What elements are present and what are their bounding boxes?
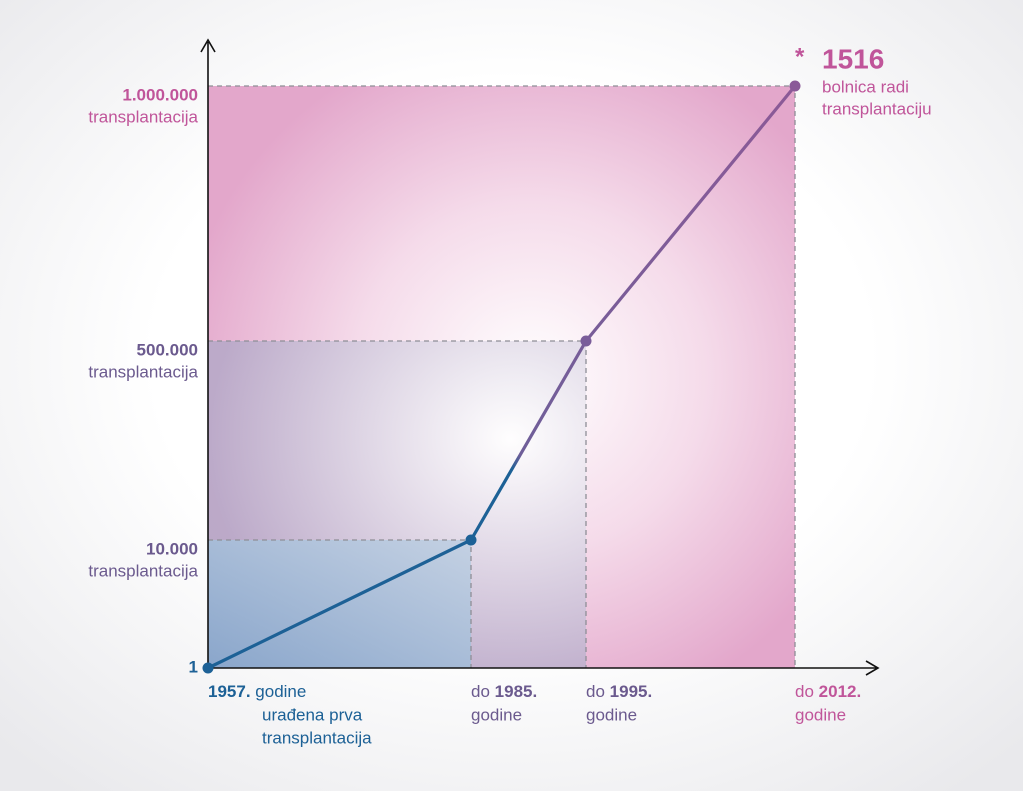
- annotation-number: 1516: [822, 43, 884, 74]
- annotation-text: transplantaciju: [822, 99, 932, 118]
- y-axis: [200, 38, 216, 668]
- point: [580, 335, 592, 347]
- x-tick-year: 1957.: [208, 682, 251, 701]
- y-tick-label: 500.000: [137, 340, 198, 359]
- x-tick-year: 1985.: [495, 682, 538, 701]
- y-tick-note: transplantacija: [88, 362, 198, 381]
- point: [202, 662, 214, 674]
- x-tick-suffix: godine: [586, 705, 637, 724]
- x-tick-suffix: godine: [795, 705, 846, 724]
- x-tick-label: do 2012.: [795, 682, 861, 701]
- y-tick-label: 10.000: [146, 539, 198, 558]
- y-tick-label: 1: [189, 657, 198, 676]
- x-tick-label: do 1985.: [471, 682, 537, 701]
- annotation-text: bolnica radi: [822, 77, 909, 96]
- x-tick-note: transplantacija: [262, 728, 372, 747]
- line: [207, 84, 797, 670]
- x-tick-year: 1995.: [610, 682, 653, 701]
- y-tick-note: transplantacija: [88, 561, 198, 580]
- y-tick-label: 1.000.000: [122, 85, 198, 104]
- x-tick-prefix: do: [586, 682, 605, 701]
- x-tick-prefix: do: [795, 682, 814, 701]
- x-tick-year: 2012.: [819, 682, 862, 701]
- y-tick-note: transplantacija: [88, 107, 198, 126]
- x-tick-suffix: godine: [255, 682, 306, 701]
- x-tick-suffix: godine: [471, 705, 522, 724]
- point: [465, 534, 477, 546]
- x-tick-label: do 1995.: [586, 682, 652, 701]
- x-tick-prefix: do: [471, 682, 490, 701]
- x-tick-note: urađena prva: [262, 705, 363, 724]
- annotation-marker: *: [795, 43, 805, 70]
- x-axis: [208, 660, 880, 676]
- point: [789, 80, 801, 92]
- x-tick-label: 1957. godine: [208, 682, 306, 701]
